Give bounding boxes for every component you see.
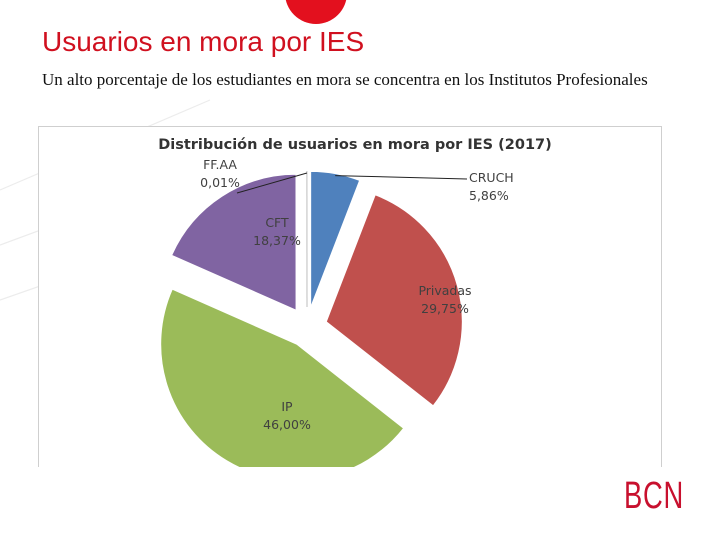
slice-label-cruch: CRUCH — [469, 170, 514, 185]
slice-value-cruch: 5,86% — [469, 188, 509, 203]
slice-label-privadas: Privadas — [418, 283, 471, 298]
slice-label-cft: CFT — [265, 215, 289, 230]
pie-slice-cft — [171, 173, 297, 312]
slide-title: Usuarios en mora por IES — [42, 26, 365, 57]
slice-value-ff-aa: 0,01% — [200, 175, 240, 190]
leader-lines — [236, 172, 468, 194]
slice-labels: CRUCH 5,86% Privadas 29,75% IP 46,00% CFT 18,37… — [200, 157, 514, 432]
slice-label-ip: IP — [281, 399, 293, 414]
bcn-logo: BCN — [624, 475, 684, 517]
slice-label-ff-aa: FF.AA — [203, 157, 237, 172]
pie-chart: Distribución de usuarios en mora por IES… — [158, 137, 552, 467]
pie-slice-ip — [160, 288, 405, 467]
slice-value-cft: 18,37% — [253, 233, 301, 248]
leader-line-cruch — [335, 175, 468, 180]
slide-subtitle: Un alto porcentaje de los estudiantes en… — [42, 70, 648, 89]
chart-title: Distribución de usuarios en mora por IES… — [158, 137, 552, 153]
pie-slice-cruch — [310, 170, 361, 308]
leader-line-ff-aa — [236, 172, 308, 194]
pie-slice-privadas — [325, 194, 463, 407]
slice-value-privadas: 29,75% — [421, 301, 469, 316]
slice-value-ip: 46,00% — [263, 417, 311, 432]
pie-slices — [160, 170, 463, 467]
chart-panel: Distribución de usuarios en mora por IES… — [38, 126, 662, 467]
